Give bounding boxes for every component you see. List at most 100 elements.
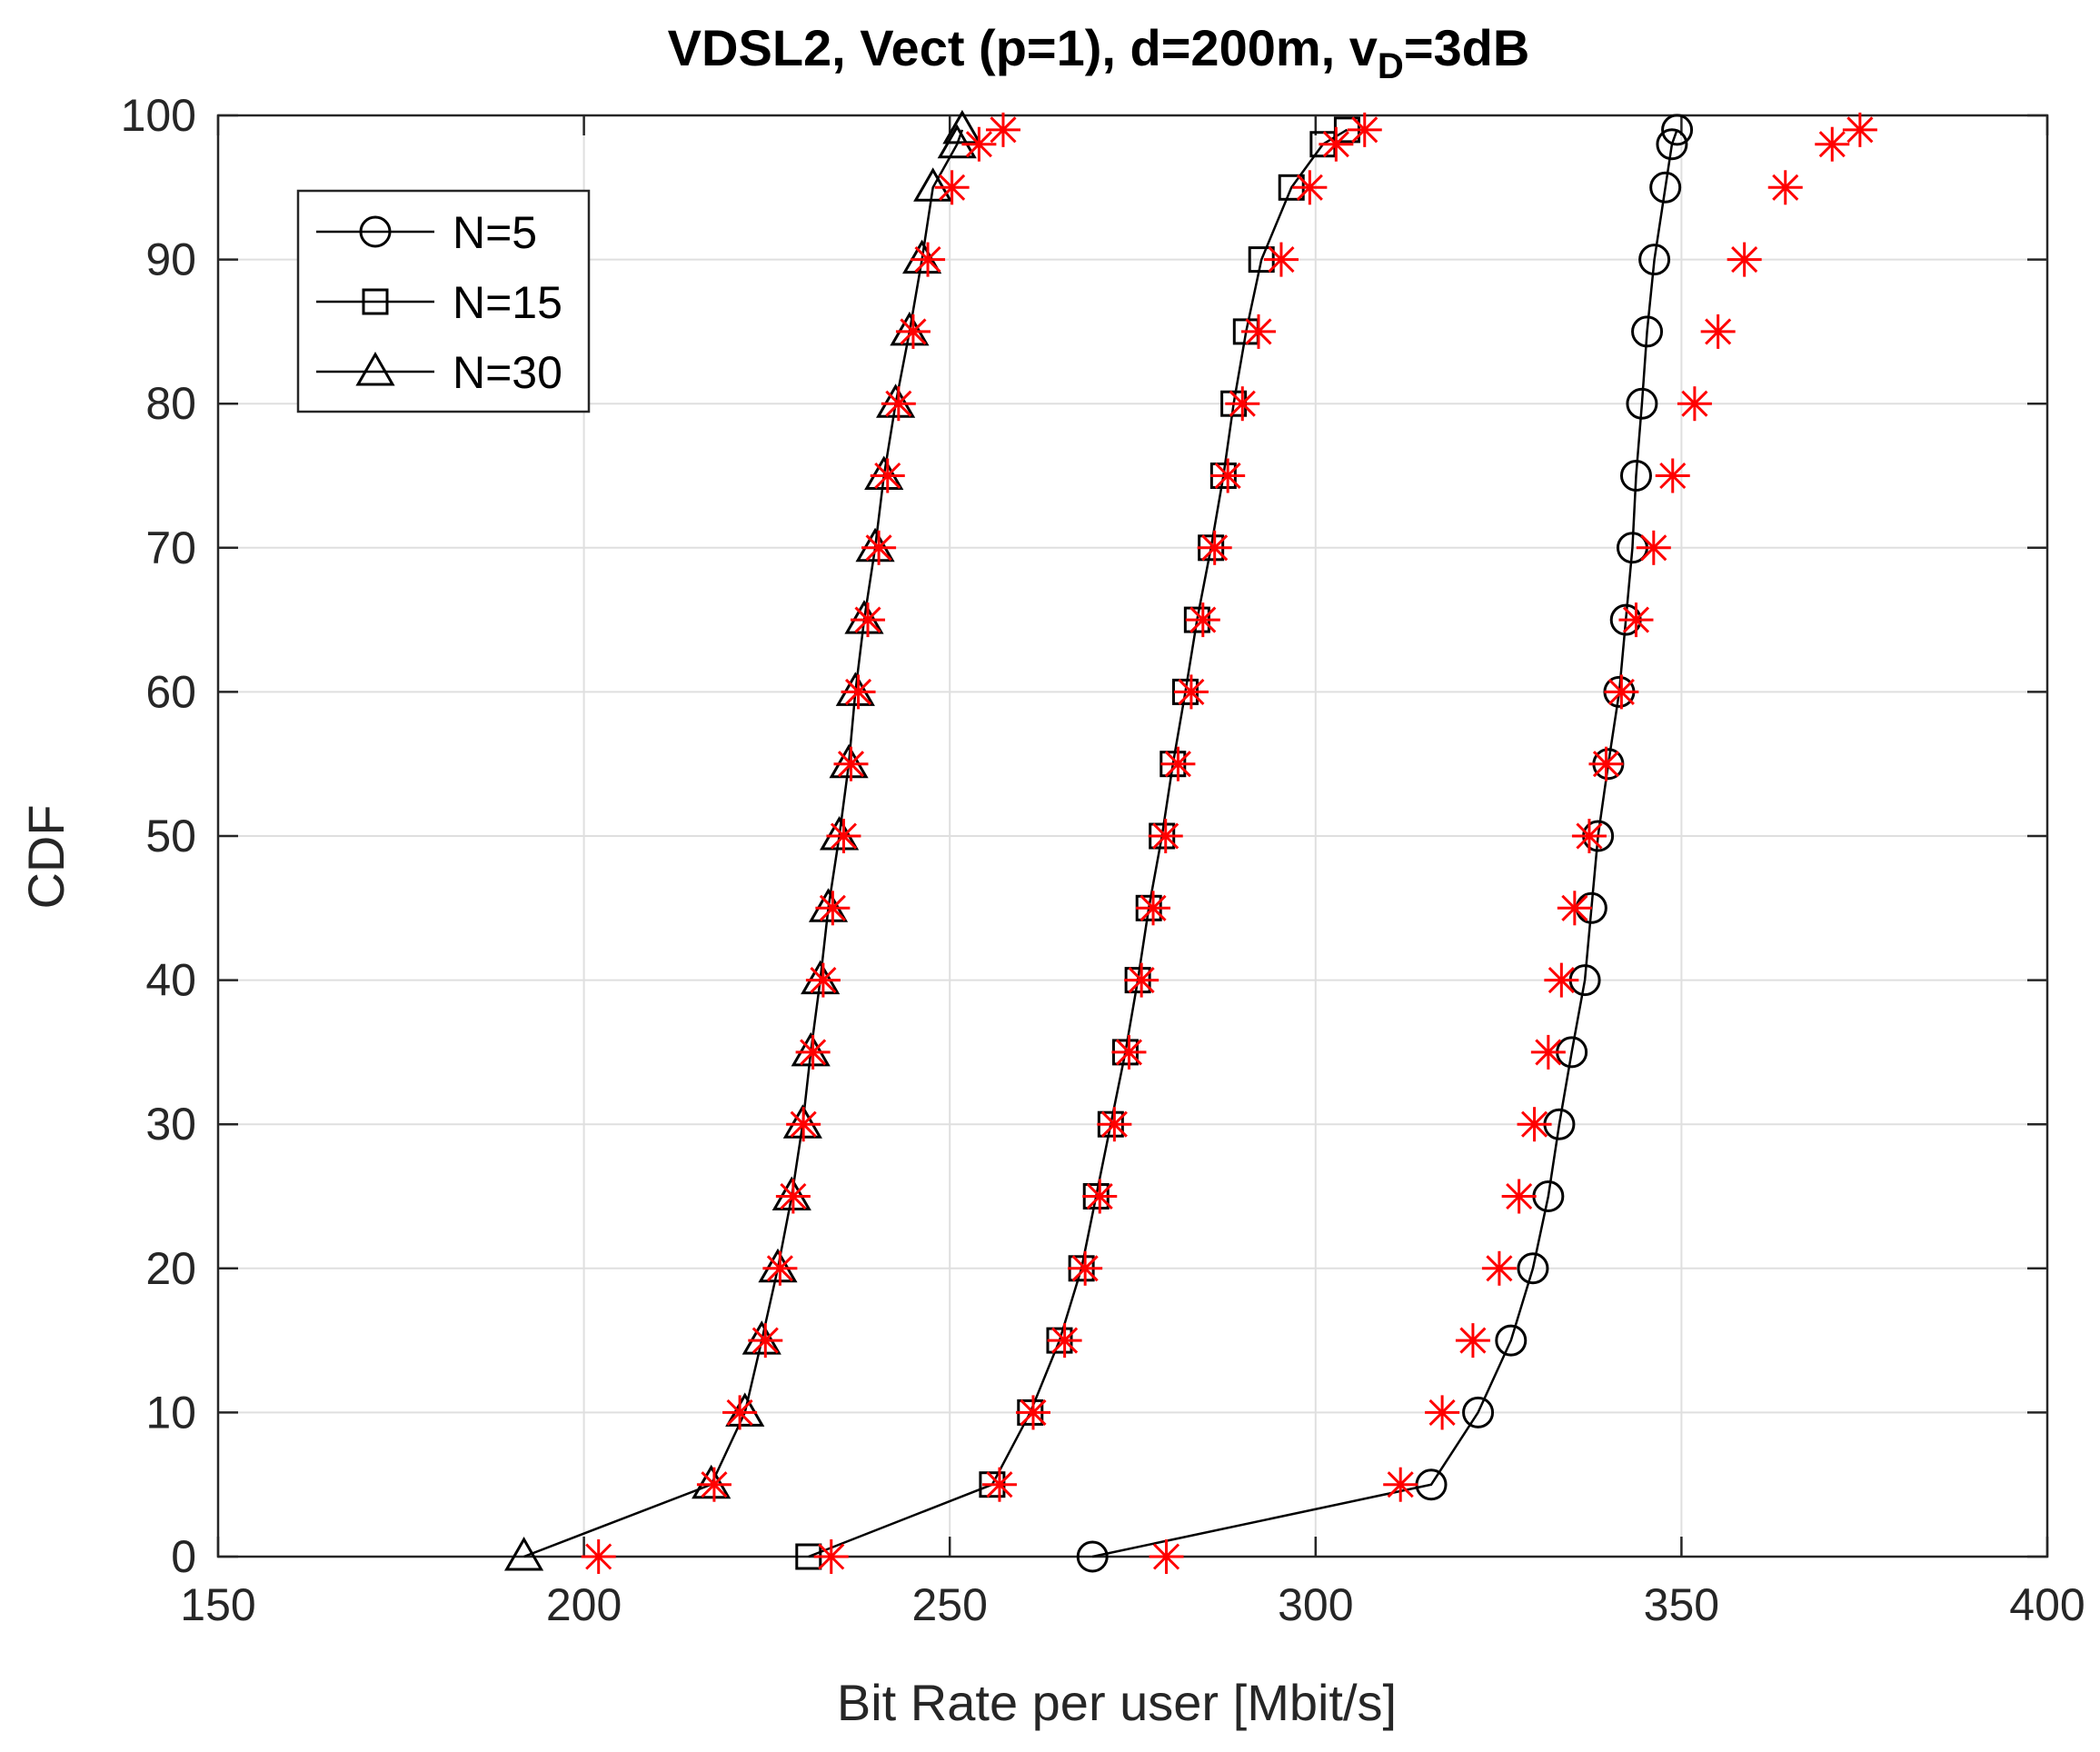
data-point-n-5-model: [1557, 891, 1592, 926]
series-n-30-model: [581, 112, 1020, 1574]
data-point-n-5-model: [1700, 314, 1736, 349]
triangle-marker: [855, 527, 895, 562]
data-point-n-15-model: [1319, 126, 1354, 162]
data-point-n-15-model: [1225, 386, 1260, 422]
data-point-n-15-model: [1197, 530, 1232, 565]
data-point-n-30-model: [826, 819, 861, 853]
data-point-n-5-model: [1544, 962, 1579, 998]
data-point-n-5-model: [1767, 170, 1803, 205]
data-point-n-5-model: [1727, 242, 1762, 277]
x-axis-label: Bit Rate per user [Mbit/s]: [837, 1674, 1397, 1731]
y-tick-label: 30: [145, 1099, 196, 1150]
x-tick-label: 400: [2009, 1579, 2085, 1630]
x-tick-label: 300: [1278, 1579, 1353, 1630]
data-point-n-15-model: [1160, 746, 1196, 781]
data-point-n-5-model: [1383, 1467, 1418, 1502]
data-point-n-5: [1495, 1324, 1528, 1357]
y-tick-label: 100: [121, 90, 196, 141]
data-point-n-5: [1076, 1540, 1109, 1573]
y-tick-label: 90: [145, 234, 196, 285]
legend-marker: [359, 215, 392, 248]
legend-entry: N=15: [316, 277, 562, 328]
legend-entry: N=30: [316, 347, 562, 398]
data-point-n-15-model: [981, 1467, 1017, 1502]
y-tick-label: 80: [145, 378, 196, 429]
triangle-marker: [808, 888, 849, 922]
circle-marker: [359, 215, 392, 248]
data-point-n-30-model: [581, 1539, 616, 1574]
data-point-n-15-model: [1148, 819, 1183, 853]
data-point-n-5-model: [1636, 530, 1671, 565]
legend-label: N=15: [453, 277, 562, 328]
data-point-n-15-model: [1047, 1323, 1082, 1359]
plot-area: 150 200 250 300 350 400 0 10 20 30 40 50 60 70 80 90 100: [121, 90, 2085, 1630]
data-point-n-5-model: [1604, 674, 1639, 710]
data-point-n-5-model: [1517, 1107, 1552, 1142]
series-line-n-5: [1091, 129, 1678, 1558]
y-tick-label: 0: [171, 1531, 196, 1582]
data-point-n-15-model: [1185, 602, 1220, 638]
series-line-n-30: [523, 129, 964, 1558]
data-point-n-15-model: [1124, 962, 1159, 998]
data-point-n-5: [1517, 1252, 1549, 1285]
circle-marker: [1649, 171, 1682, 204]
data-point-n-30-model: [805, 962, 841, 998]
legend-marker: [362, 288, 389, 315]
data-point-n-30-model: [861, 530, 897, 565]
data-point-n-15-model: [1082, 1179, 1118, 1214]
data-point-n-5-model: [1571, 819, 1607, 853]
data-point-n-30-model: [833, 746, 869, 781]
data-point-n-30-model: [775, 1179, 811, 1214]
data-point-n-30: [503, 1536, 544, 1571]
data-point-n-5: [1661, 114, 1694, 146]
data-point-n-5: [1649, 171, 1682, 204]
data-point-n-30: [864, 455, 904, 490]
data-point-n-5: [1619, 460, 1652, 492]
x-tick-label: 150: [180, 1579, 255, 1630]
data-point-n-15-model: [1068, 1250, 1103, 1286]
series-n-15-model: [813, 112, 1382, 1574]
triangle-marker: [864, 455, 904, 490]
data-point-n-5: [1638, 244, 1671, 276]
data-point-n-15-model: [813, 1539, 849, 1574]
y-tick-label: 60: [145, 666, 196, 717]
triangle-marker: [835, 672, 875, 706]
data-point-n-30-model: [851, 602, 886, 638]
data-point-n-5-model: [1425, 1395, 1460, 1430]
triangle-marker: [355, 351, 395, 386]
data-point-n-30: [835, 672, 875, 706]
data-point-n-15-model: [1136, 891, 1171, 926]
data-point-n-30: [855, 527, 895, 562]
data-point-n-15-model: [1347, 112, 1382, 147]
data-point-n-5: [1656, 128, 1688, 161]
data-point-n-30-model: [985, 112, 1020, 147]
y-tick-label: 50: [145, 811, 196, 861]
circle-marker: [1076, 1540, 1109, 1573]
y-tick-label: 20: [145, 1243, 196, 1294]
data-point-n-15-model: [1173, 674, 1209, 710]
chart-title: VDSL2, Vect (p=1), d=200m, vD=3dB: [668, 19, 1530, 86]
triangle-marker: [844, 600, 884, 634]
triangle-marker: [942, 109, 982, 144]
triangle-marker: [758, 1248, 798, 1283]
data-point-n-30: [758, 1248, 798, 1283]
x-tick-label: 250: [911, 1579, 987, 1630]
triangle-marker: [791, 1031, 831, 1067]
data-point-n-30: [876, 383, 916, 418]
data-point-n-5-model: [1588, 746, 1624, 781]
data-point-n-5-model: [1842, 112, 1877, 147]
data-point-n-30: [820, 815, 860, 851]
y-tick-label: 70: [145, 523, 196, 573]
data-point-n-30-model: [895, 314, 931, 349]
data-point-n-5-model: [1501, 1179, 1537, 1214]
series-n-5-model: [1149, 112, 1877, 1574]
circle-marker: [1626, 387, 1658, 420]
series-line-n-15: [808, 128, 1349, 1558]
triangle-marker: [503, 1536, 544, 1571]
data-point-n-5-model: [1618, 602, 1654, 638]
triangle-marker: [801, 960, 841, 995]
data-point-n-30: [771, 1176, 811, 1210]
data-point-n-5: [1462, 1396, 1495, 1428]
y-tick-label: 40: [145, 955, 196, 1006]
